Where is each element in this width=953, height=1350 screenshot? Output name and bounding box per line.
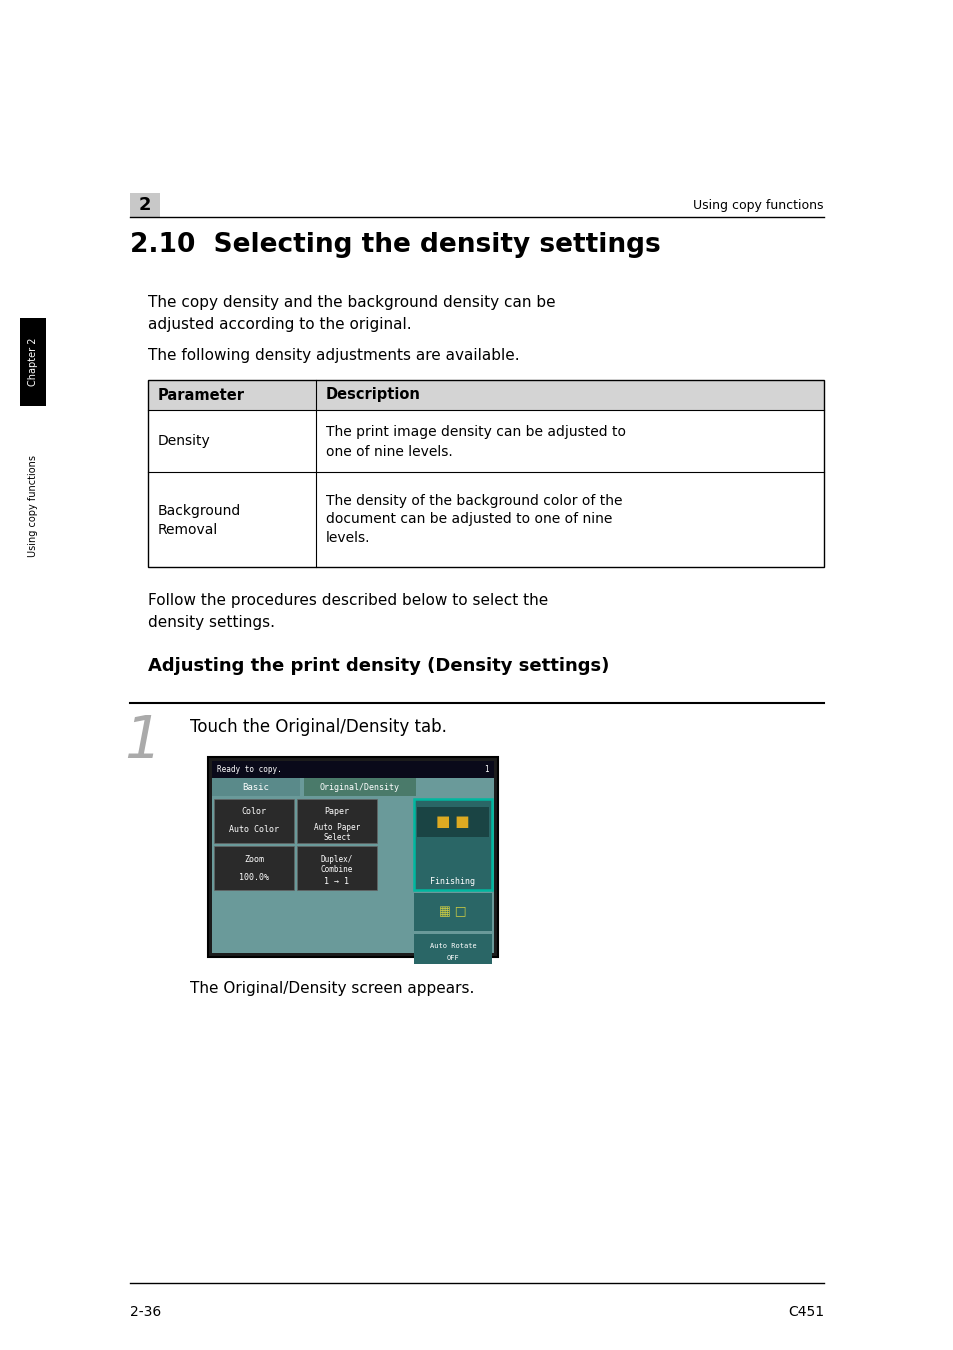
Text: The density of the background color of the: The density of the background color of t… [326, 494, 622, 509]
Text: ■ ■: ■ ■ [436, 814, 469, 829]
Text: ▦ □: ▦ □ [438, 906, 466, 918]
Bar [296, 846, 376, 890]
Bar [130, 193, 160, 217]
Text: Density: Density [158, 433, 211, 448]
Bar [414, 892, 492, 931]
Text: C451: C451 [787, 1305, 823, 1319]
Bar [416, 807, 489, 837]
Text: 2.10  Selecting the density settings: 2.10 Selecting the density settings [130, 232, 660, 258]
Text: Select: Select [323, 833, 351, 842]
Bar [212, 778, 299, 796]
Text: Zoom: Zoom [244, 855, 264, 864]
Text: OFF: OFF [446, 954, 459, 961]
Text: 1: 1 [484, 765, 489, 774]
Bar [208, 757, 497, 957]
Text: levels.: levels. [326, 531, 370, 544]
Text: Combine: Combine [320, 865, 353, 875]
Bar [148, 379, 823, 567]
Bar [414, 799, 492, 890]
Bar [20, 319, 46, 406]
Text: Paper: Paper [324, 807, 349, 817]
Text: Using copy functions: Using copy functions [28, 455, 38, 558]
Bar [148, 379, 823, 410]
Text: Original/Density: Original/Density [319, 783, 399, 791]
Text: Basic: Basic [242, 783, 269, 791]
Bar [213, 799, 294, 842]
Text: The copy density and the background density can be: The copy density and the background dens… [148, 296, 555, 310]
Text: Background: Background [158, 504, 241, 517]
Text: Auto Paper: Auto Paper [314, 822, 359, 832]
Text: Color: Color [241, 807, 266, 817]
Text: 1: 1 [124, 713, 161, 770]
Bar [414, 934, 492, 964]
Text: 2: 2 [138, 196, 152, 215]
Text: density settings.: density settings. [148, 616, 274, 630]
Text: document can be adjusted to one of nine: document can be adjusted to one of nine [326, 513, 612, 526]
Text: Auto Rotate: Auto Rotate [429, 944, 476, 949]
Text: Parameter: Parameter [158, 387, 245, 402]
Text: Duplex/: Duplex/ [320, 855, 353, 864]
Text: 1 → 1: 1 → 1 [324, 878, 349, 887]
Bar [213, 846, 294, 890]
Text: Touch the Original/Density tab.: Touch the Original/Density tab. [190, 718, 446, 736]
Bar [212, 761, 494, 778]
Text: Auto Color: Auto Color [229, 825, 278, 834]
Text: The print image density can be adjusted to: The print image density can be adjusted … [326, 425, 625, 439]
Bar [296, 799, 376, 842]
Text: Adjusting the print density (Density settings): Adjusting the print density (Density set… [148, 657, 609, 675]
Text: one of nine levels.: one of nine levels. [326, 446, 453, 459]
Text: adjusted according to the original.: adjusted according to the original. [148, 317, 411, 332]
Text: 100.0%: 100.0% [239, 872, 269, 882]
Bar [212, 761, 494, 953]
Text: 2-36: 2-36 [130, 1305, 161, 1319]
Text: The following density adjustments are available.: The following density adjustments are av… [148, 348, 519, 363]
Text: Chapter 2: Chapter 2 [28, 338, 38, 386]
Text: Finishing: Finishing [430, 878, 475, 887]
Text: The Original/Density screen appears.: The Original/Density screen appears. [190, 981, 474, 996]
Bar [304, 778, 416, 796]
Text: Follow the procedures described below to select the: Follow the procedures described below to… [148, 593, 548, 608]
Text: Ready to copy.: Ready to copy. [216, 765, 281, 774]
Text: Description: Description [326, 387, 420, 402]
Text: Removal: Removal [158, 524, 218, 537]
Text: Using copy functions: Using copy functions [693, 198, 823, 212]
